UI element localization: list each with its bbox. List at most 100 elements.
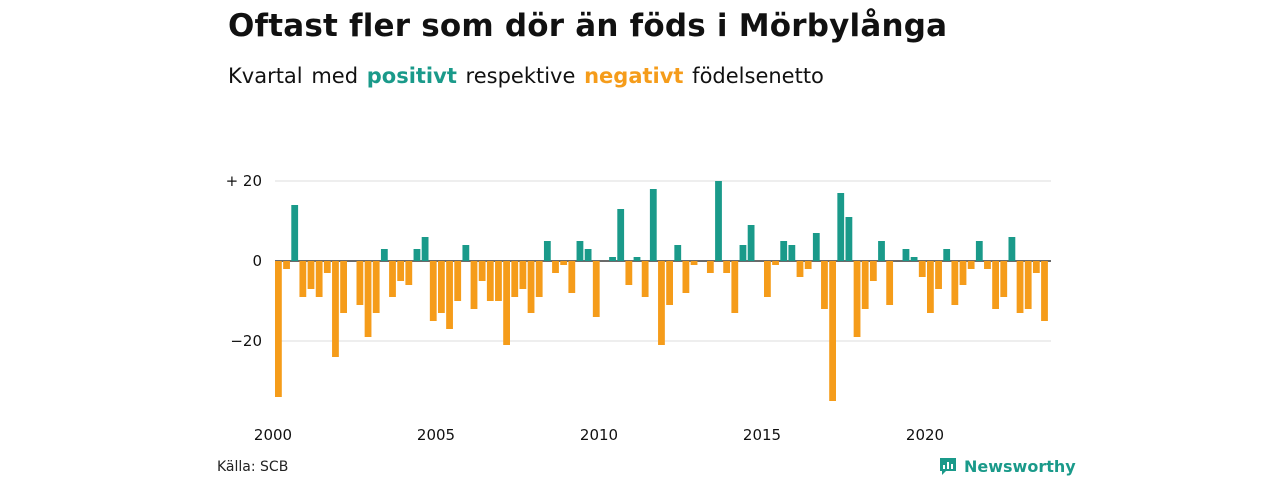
bar-negative [951, 261, 959, 305]
bar-negative [804, 261, 812, 269]
bar-negative [764, 261, 771, 297]
bars [275, 181, 1048, 401]
bar-negative [560, 261, 568, 265]
bar-negative [519, 261, 527, 289]
bar-negative [429, 261, 437, 321]
bar-negative [1032, 261, 1040, 273]
bar-positive [633, 257, 641, 261]
bar-negative [869, 261, 877, 281]
bar-negative [1000, 261, 1008, 297]
bar-negative [796, 261, 804, 277]
bar-negative [503, 261, 510, 345]
x-tick-label: 2005 [417, 426, 455, 444]
brand-name: Newsworthy [964, 456, 1076, 476]
bar-positive [910, 257, 918, 261]
y-tick-label: −20 [230, 332, 262, 350]
bar-negative [592, 261, 600, 317]
bar-positive [291, 205, 299, 261]
bar-negative [568, 261, 576, 293]
bar-negative [552, 261, 559, 273]
subtitle-lead: Kvartal [228, 64, 303, 88]
bar-negative [821, 261, 828, 309]
bar-negative [535, 261, 543, 297]
source-note: Källa: SCB [217, 459, 289, 475]
x-tick-labels: 2000 2005 2010 2015 2020 [254, 426, 944, 444]
bar-positive [413, 249, 421, 261]
bar-positive [780, 241, 788, 261]
bar-negative [438, 261, 445, 313]
subtitle-med: med [311, 64, 359, 88]
x-tick-label: 2020 [906, 426, 944, 444]
x-tick-label: 2015 [743, 426, 781, 444]
bar-negative [315, 261, 323, 297]
bar-positive [649, 189, 657, 261]
bar-negative [918, 261, 926, 277]
bar-negative [666, 261, 673, 305]
bar-positive [543, 241, 551, 261]
newsworthy-logo-icon [940, 458, 956, 475]
bar-positive [975, 241, 983, 261]
x-tick-label: 2000 [254, 426, 292, 444]
bar-positive [837, 193, 845, 261]
chart-title: Oftast fler som dör än föds i Mörbylånga [228, 8, 948, 44]
bar-negative [478, 261, 486, 281]
bar-negative [1041, 261, 1048, 321]
bar-negative [364, 261, 372, 337]
bar-negative [1024, 261, 1032, 309]
bar-positive [812, 233, 820, 261]
chart-subtitle: Kvartal med positivt respektive negativt… [228, 64, 824, 88]
bar-negative [731, 261, 739, 313]
bar-negative [967, 261, 975, 269]
bar-positive [421, 237, 429, 261]
bar-negative [992, 261, 999, 309]
bar-negative [853, 261, 861, 337]
bar-negative [495, 261, 502, 301]
subtitle-positive: positivt [366, 64, 457, 88]
bar-negative [886, 261, 894, 305]
bar-positive [584, 249, 592, 261]
bar-positive [609, 257, 616, 261]
bar-negative [682, 261, 690, 293]
bar-negative [861, 261, 869, 309]
bar-negative [307, 261, 315, 289]
bar-negative [527, 261, 535, 313]
bar-negative [772, 261, 779, 265]
bar-negative [454, 261, 462, 301]
bar-positive [462, 245, 470, 261]
bar-negative [984, 261, 991, 269]
bar-positive [617, 209, 625, 261]
bar-negative [397, 261, 405, 281]
bar-positive [739, 245, 747, 261]
bar-positive [1008, 237, 1016, 261]
bar-negative [389, 261, 396, 297]
bar-negative [332, 261, 339, 357]
bar-negative [470, 261, 478, 309]
x-tick-label: 2010 [580, 426, 618, 444]
bar-positive [943, 249, 951, 261]
bar-positive [715, 181, 722, 261]
bar-negative [1016, 261, 1024, 313]
bar-negative [283, 261, 290, 269]
bar-negative [275, 261, 282, 397]
bar-positive [576, 241, 584, 261]
bar-negative [829, 261, 836, 401]
bar-negative [959, 261, 967, 285]
bar-positive [845, 217, 853, 261]
y-tick-labels: + 20 0 −20 [226, 172, 262, 350]
bar-negative [340, 261, 347, 313]
brand: Newsworthy [938, 456, 1076, 476]
bar-positive [902, 249, 910, 261]
bar-negative [723, 261, 731, 273]
bar-negative [641, 261, 649, 297]
y-tick-label: + 20 [226, 172, 262, 190]
bar-positive [878, 241, 885, 261]
subtitle-respektive: respektive [465, 64, 576, 88]
bar-negative [927, 261, 934, 313]
bar-negative [690, 261, 698, 265]
bar-negative [511, 261, 519, 297]
bar-positive [788, 245, 796, 261]
bar-positive [380, 249, 388, 261]
y-tick-label: 0 [252, 252, 262, 270]
bar-negative [323, 261, 331, 273]
bar-negative [625, 261, 633, 285]
